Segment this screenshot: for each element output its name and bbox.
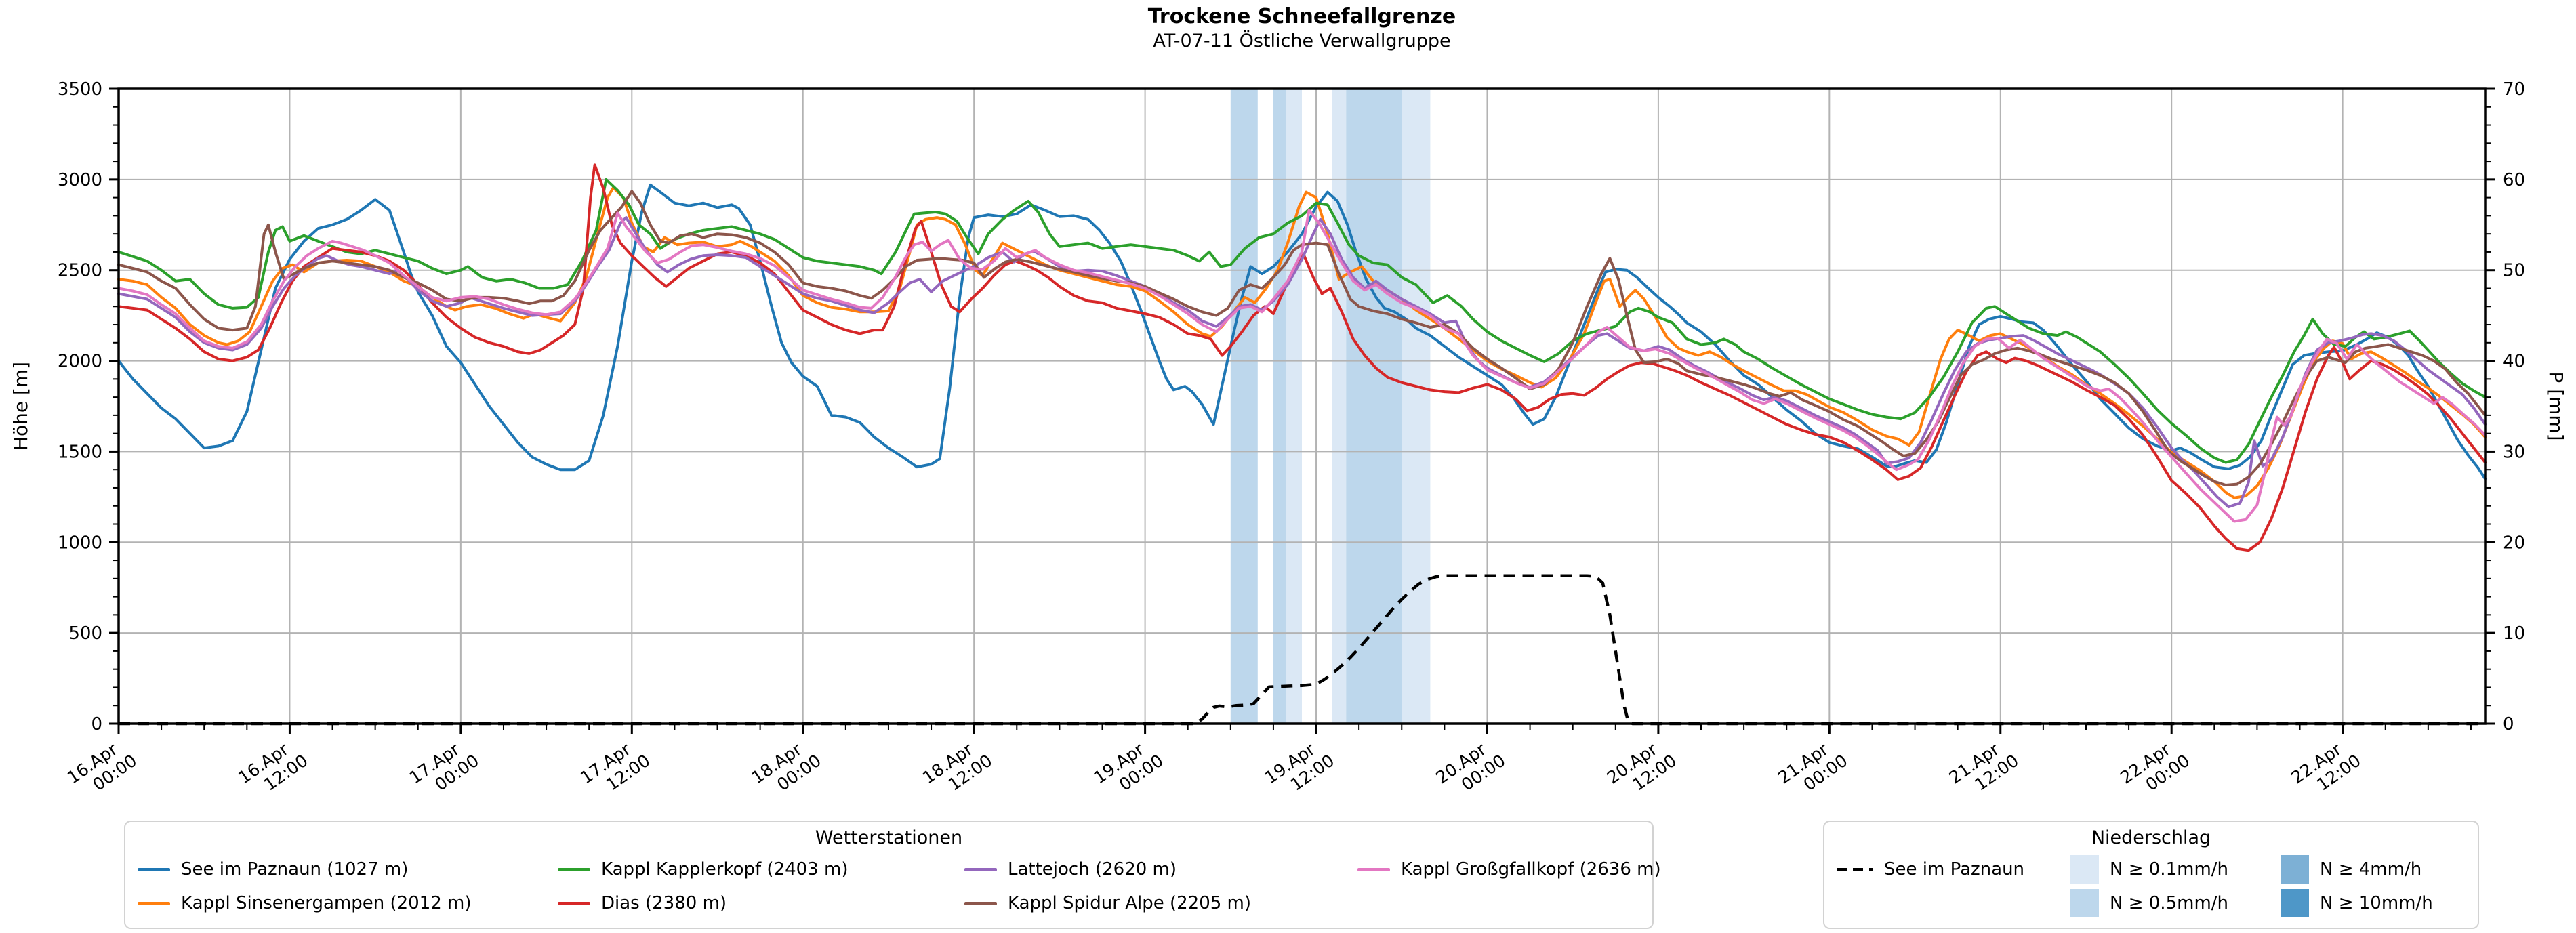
series-orange [117,186,2487,499]
legend-stations-entries: See im Paznaun (1027 m) Kappl Sinsenergam… [138,852,1661,920]
legend-item-station-0: See im Paznaun (1027 m) [138,859,558,879]
patch-swatch-band_0.1 [2070,855,2099,884]
legend-label: Kappl Sinsenergampen (2012 m) [181,893,472,913]
svg-text:40: 40 [2503,352,2525,372]
svg-text:0: 0 [2503,714,2514,734]
legend-item-precip-3: N ≥ 10mm/h [2281,889,2466,917]
y-axis-label: Höhe [m] [9,362,32,451]
line-swatch-blue [138,867,170,871]
legend-label: Kappl Spidur Alpe (2205 m) [1008,893,1252,913]
svg-text:18.Apr12:00: 18.Apr12:00 [919,734,996,804]
chart-header: Trockene Schneefallgrenze AT-07-11 Östli… [119,4,2485,52]
legend-item-station-2: Kappl Kapplerkopf (2403 m) [558,859,964,879]
precip-band-band_0.5 [1273,89,1286,724]
legend-item-station-1: Kappl Sinsenergampen (2012 m) [138,893,558,913]
svg-text:21.Apr12:00: 21.Apr12:00 [1946,734,2022,804]
svg-text:50: 50 [2503,261,2525,281]
svg-text:19.Apr12:00: 19.Apr12:00 [1261,734,1338,804]
line-swatch-red [558,901,590,905]
svg-text:16.Apr12:00: 16.Apr12:00 [234,734,311,804]
legend-precip: Niederschlag See im Paznaun N ≥ 0.1mm/h N … [1823,821,2479,929]
legend-label: N ≥ 4mm/h [2320,859,2422,879]
legend-stations-title: Wetterstationen [815,827,963,848]
svg-text:30: 30 [2503,442,2525,462]
precip-band-band_0.1 [1286,89,1302,724]
series-brown [117,190,2487,486]
legend-item-station-6: Kappl Großgfallkopf (2636 m) [1357,859,1661,879]
svg-text:3500: 3500 [58,79,102,100]
svg-text:22.Apr00:00: 22.Apr00:00 [2117,734,2193,804]
dashed-line-swatch [1837,867,1873,871]
legend-precip-entries: See im Paznaun N ≥ 0.1mm/h N ≥ 0.5mm/h N ≥ … [1837,852,2466,920]
svg-text:0: 0 [91,714,102,734]
legend-label: Dias (2380 m) [601,893,727,913]
series-pink [117,209,2487,523]
legend-item-station-3: Dias (2380 m) [558,893,964,913]
legend-item-precip-0: N ≥ 0.1mm/h [2070,855,2281,884]
line-swatch-pink [1357,867,1390,871]
legend-label: See im Paznaun (1027 m) [181,859,409,879]
svg-text:22.Apr12:00: 22.Apr12:00 [2287,734,2364,804]
svg-text:20: 20 [2503,533,2525,553]
svg-text:500: 500 [68,623,102,644]
svg-text:16.Apr00:00: 16.Apr00:00 [64,734,140,804]
legend-label: N ≥ 0.1mm/h [2110,859,2229,879]
svg-text:70: 70 [2503,79,2525,100]
svg-text:2500: 2500 [58,261,102,281]
line-swatch-orange [138,901,170,905]
legend-stations: Wetterstationen See im Paznaun (1027 m) K… [124,821,1661,929]
svg-text:17.Apr12:00: 17.Apr12:00 [577,734,653,804]
line-swatch-brown [964,901,997,905]
patch-swatch-band_0.5 [2070,889,2099,917]
precip-line [119,574,2485,726]
legend-item-station-5: Kappl Spidur Alpe (2205 m) [964,893,1357,913]
precip-band-band_0.5 [1230,89,1258,724]
chart-subtitle: AT-07-11 Östliche Verwallgruppe [1153,30,1451,51]
precip-band-band_0.5 [1346,89,1402,724]
svg-text:18.Apr00:00: 18.Apr00:00 [748,734,825,804]
patch-swatch-band_10 [2281,889,2309,917]
legend-label: N ≥ 0.5mm/h [2110,893,2229,913]
y2-axis-label: P [mm] [2545,371,2567,440]
svg-text:60: 60 [2503,170,2525,190]
svg-text:2000: 2000 [58,352,102,372]
svg-text:20.Apr12:00: 20.Apr12:00 [1603,734,1680,804]
gridlines [119,89,2485,724]
series-red [117,163,2487,552]
line-swatch-green [558,867,590,871]
legend-label: Kappl Großgfallkopf (2636 m) [1401,859,1661,879]
svg-text:3000: 3000 [58,170,102,190]
precip-bands [1230,89,1431,724]
precip-band-band_0.1 [1332,89,1347,724]
svg-text:10: 10 [2503,623,2525,644]
svg-text:1500: 1500 [58,442,102,462]
line-swatch-purple [964,867,997,871]
legend-label: Lattejoch (2620 m) [1008,859,1177,879]
precip-band-band_0.1 [1402,89,1431,724]
series-lines [117,163,2487,552]
svg-text:21.Apr00:00: 21.Apr00:00 [1774,734,1851,804]
legend-item-precip-line: See im Paznaun [1837,859,2070,879]
legend-label: Kappl Kapplerkopf (2403 m) [601,859,849,879]
svg-text:19.Apr00:00: 19.Apr00:00 [1090,734,1166,804]
legend-label: N ≥ 10mm/h [2320,893,2433,913]
series-blue [117,183,2487,480]
series-green [117,178,2487,464]
svg-text:1000: 1000 [58,533,102,553]
legend-item-precip-2: N ≥ 4mm/h [2281,855,2466,884]
svg-text:20.Apr00:00: 20.Apr00:00 [1432,734,1509,804]
legend-precip-title: Niederschlag [2091,827,2211,848]
legend-item-station-4: Lattejoch (2620 m) [964,859,1357,879]
chart-title: Trockene Schneefallgrenze [1147,5,1456,28]
patch-swatch-band_4 [2281,855,2309,884]
plot-frame [117,87,2487,725]
axis-ticks [109,87,2495,734]
legend-item-precip-1: N ≥ 0.5mm/h [2070,889,2281,917]
svg-text:17.Apr00:00: 17.Apr00:00 [406,734,483,804]
legend-label: See im Paznaun [1884,859,2025,879]
